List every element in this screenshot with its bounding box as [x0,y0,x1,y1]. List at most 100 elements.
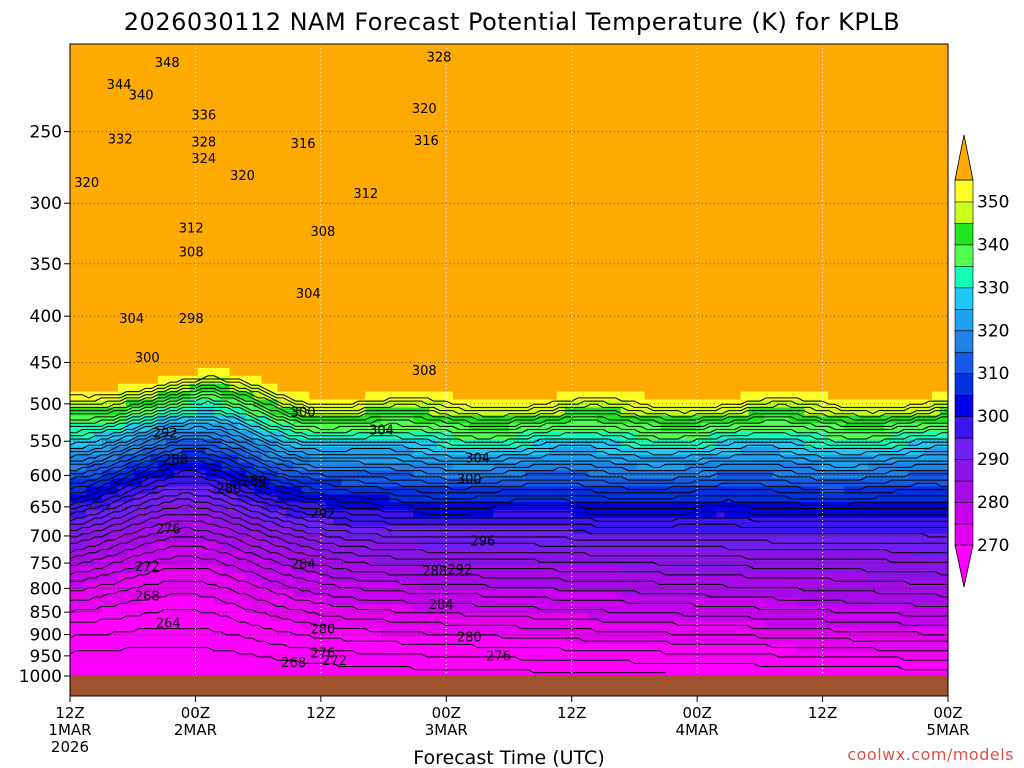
field-cell [149,510,159,519]
field-cell [141,486,151,495]
field-cell [277,612,287,622]
field-cell [245,533,255,543]
field-cell [445,573,454,582]
field-cell [301,462,311,472]
field-cell [389,281,398,290]
field-cell [93,186,103,195]
field-cell [349,51,358,61]
field-cell [221,486,231,495]
field-cell [405,375,414,385]
field-cell [556,209,566,219]
field-cell [117,83,127,92]
field-cell [85,383,95,393]
field-cell [564,288,574,298]
field-cell [389,407,398,416]
field-cell [85,115,95,124]
field-cell [540,612,550,622]
field-cell [477,138,486,148]
field-cell [405,257,414,266]
field-cell [253,178,263,187]
field-cell [469,241,478,250]
field-cell [493,518,502,527]
field-cell [253,233,263,243]
field-cell [109,288,119,298]
field-cell [77,328,87,337]
field-cell [181,328,191,337]
field-cell [285,573,295,582]
field-cell [333,486,342,495]
field-cell [325,502,334,511]
field-cell [125,154,135,164]
field-cell [389,399,398,408]
field-cell [93,130,103,140]
field-cell [181,265,191,274]
field-cell [373,170,382,179]
field-cell [381,549,390,559]
field-cell [437,312,446,322]
field-cell [285,281,295,290]
field-cell [301,604,311,614]
field-cell [301,423,311,432]
field-cell [133,668,143,677]
field-cell [445,352,454,361]
field-cell [421,178,430,187]
field-cell [213,367,223,377]
field-cell [133,123,143,132]
field-cell [493,375,502,385]
field-cell [509,668,518,677]
field-cell [285,186,295,195]
field-cell [564,51,574,61]
field-cell [269,423,279,432]
field-cell [413,241,422,250]
field-cell [405,312,414,322]
field-cell [149,265,159,274]
field-cell [109,217,119,227]
field-cell [93,115,103,124]
field-cell [93,668,103,677]
field-cell [141,288,151,298]
field-cell [341,328,350,337]
field-cell [509,383,518,393]
field-cell [125,217,135,227]
field-cell [301,533,311,543]
field-cell [469,399,478,408]
field-cell [413,391,422,401]
field-cell [261,146,271,156]
field-cell [221,123,231,132]
field-cell [421,202,430,211]
field-cell [197,186,207,195]
field-cell [381,288,390,298]
field-cell [397,59,406,69]
field-cell [325,288,334,298]
field-cell [133,557,143,566]
field-cell [509,99,518,108]
field-cell [165,668,175,677]
field-cell [365,446,374,456]
field-cell [413,565,422,574]
field-cell [381,67,390,77]
field-cell [493,107,502,116]
field-cell [261,328,271,337]
field-cell [556,83,566,92]
field-cell [477,589,486,598]
field-cell [285,91,295,100]
field-cell [333,344,342,353]
field-cell [556,336,566,345]
field-cell [405,518,414,527]
field-cell [357,470,366,480]
field-cell [285,344,295,353]
field-cell [437,162,446,171]
field-cell [453,344,462,353]
field-cell [437,660,446,669]
field-cell [141,652,151,661]
field-cell [341,668,350,677]
field-cell [413,573,422,582]
field-cell [149,628,159,638]
field-cell [101,51,111,61]
field-cell [149,660,159,669]
field-cell [261,281,271,290]
field-cell [501,67,510,77]
field-cell [341,59,350,69]
field-cell [229,525,239,535]
field-cell [125,138,135,148]
